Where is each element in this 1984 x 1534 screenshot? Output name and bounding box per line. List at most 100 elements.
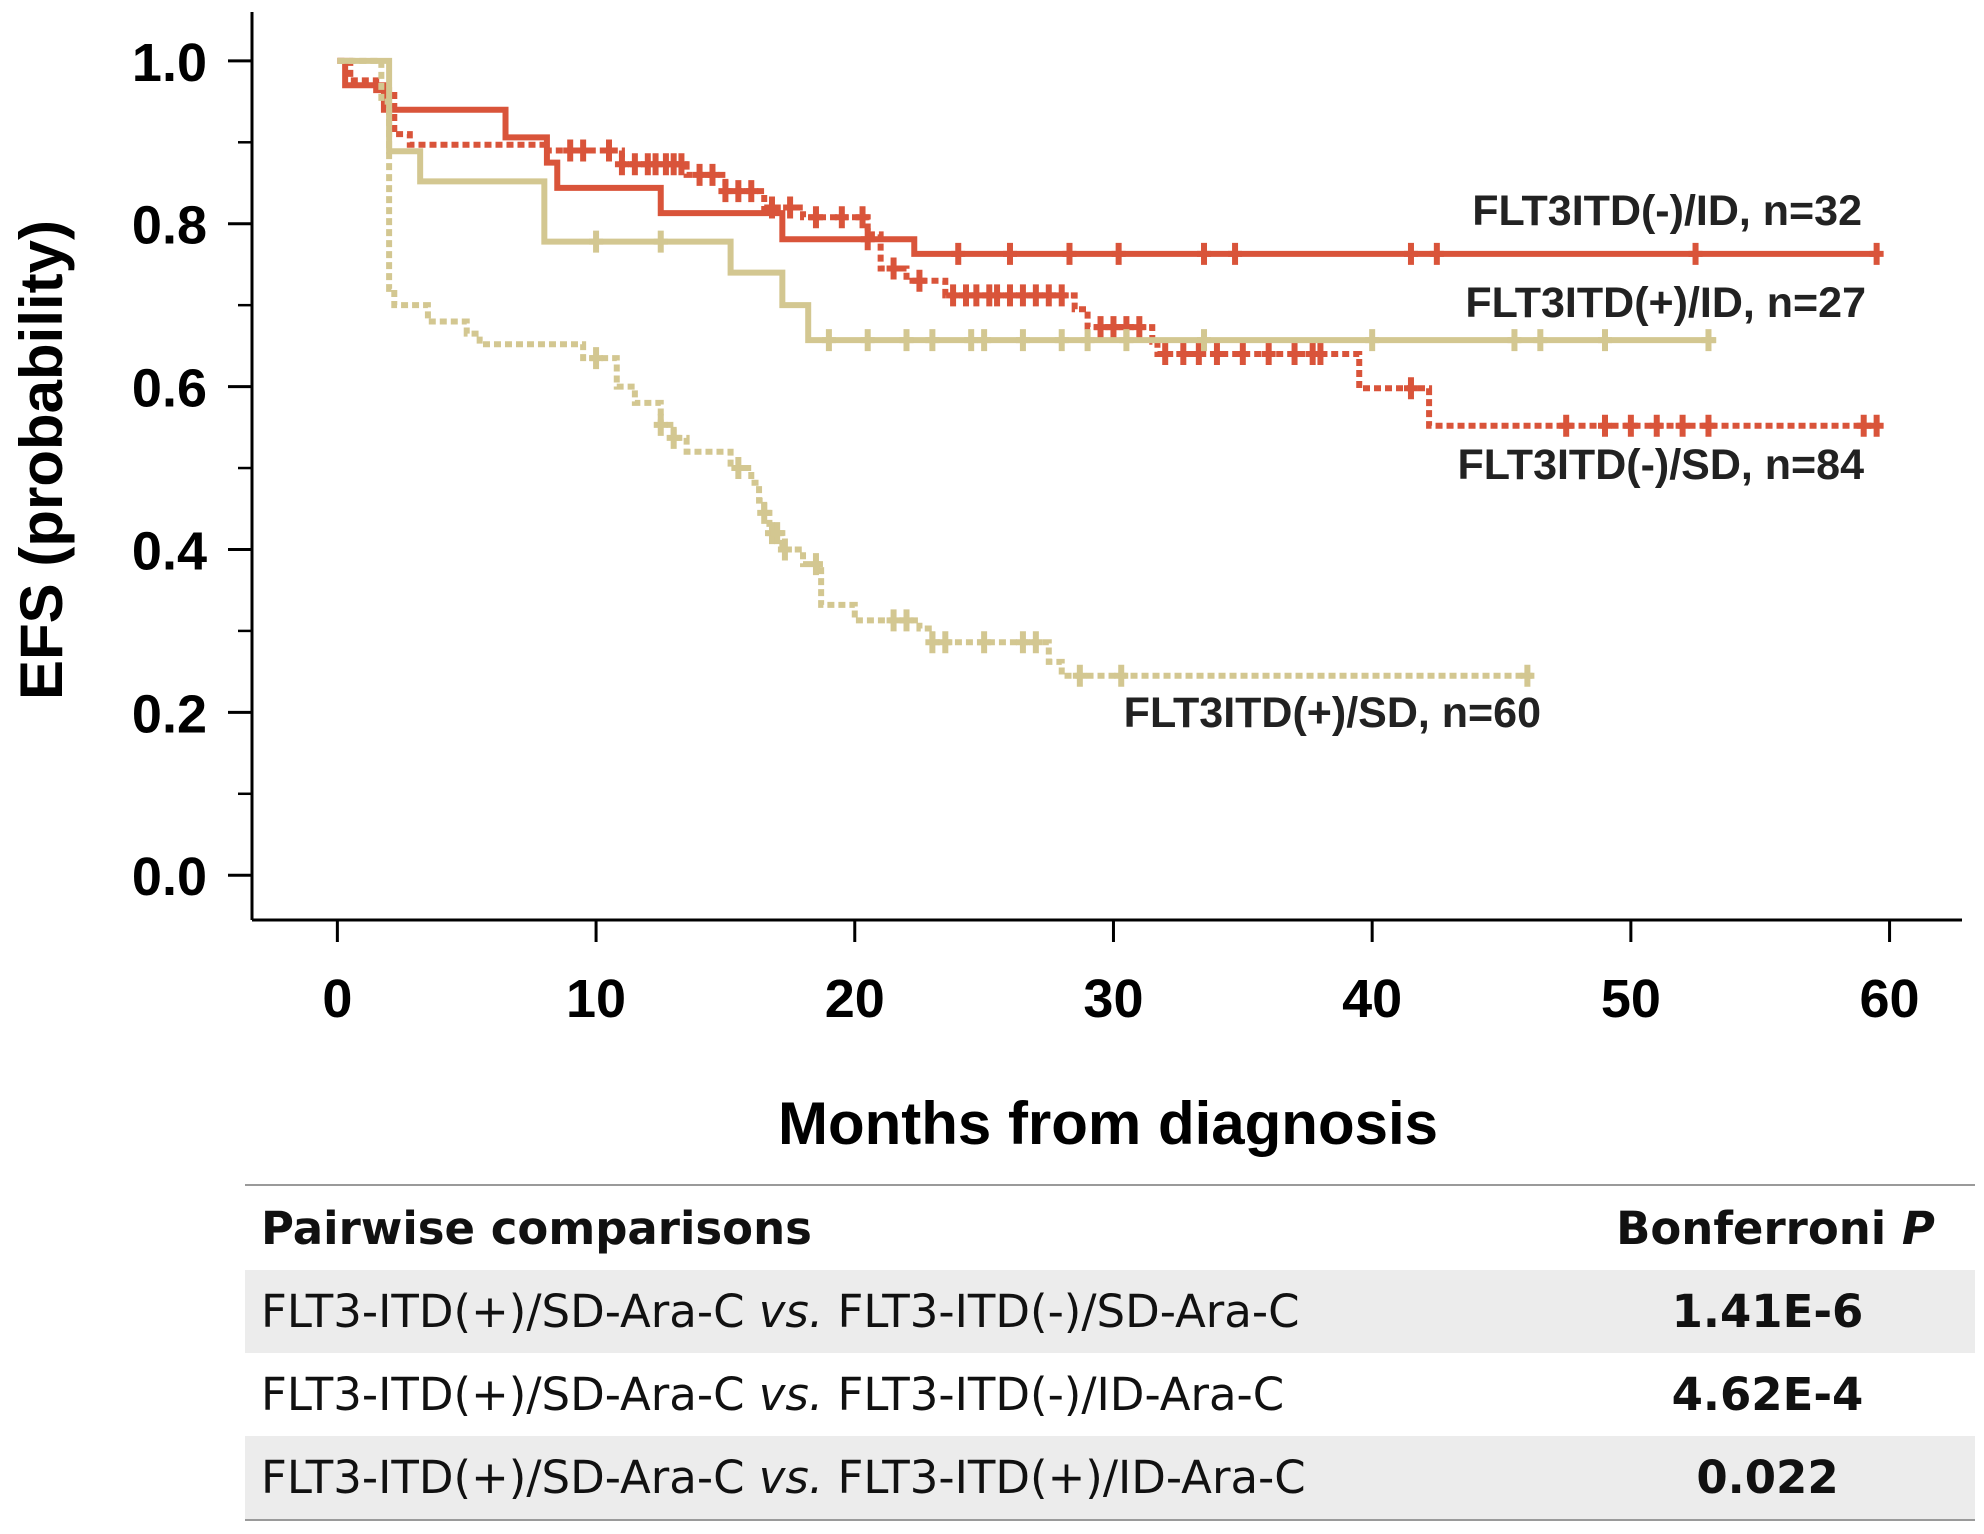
censor-mark <box>925 631 940 654</box>
x-tick-label: 10 <box>566 969 626 1029</box>
censor-mark <box>563 139 578 162</box>
comparison-vs: vs. <box>758 1285 824 1338</box>
label-flt3itd-neg-sd: FLT3ITD(-)/SD, n=84 <box>1457 441 1864 489</box>
censor-mark <box>1080 329 1095 352</box>
censor-mark <box>1598 329 1612 352</box>
censor-mark <box>1111 242 1126 265</box>
censor-mark <box>1191 343 1206 366</box>
censor-mark <box>860 228 875 251</box>
censor-mark <box>925 329 940 352</box>
comparison-vs: vs. <box>758 1451 824 1504</box>
x-tick-label: 30 <box>1083 969 1143 1029</box>
p-value-cell: 0.022 <box>1559 1436 1975 1521</box>
censor-mark <box>899 329 914 352</box>
series-line <box>337 57 1717 344</box>
censor-mark <box>1429 242 1444 265</box>
censor-mark <box>1688 242 1703 265</box>
comparison-vs: vs. <box>758 1368 824 1421</box>
censor-mark <box>1132 316 1147 339</box>
y-tick-label: 0.4 <box>132 521 207 581</box>
censor-mark <box>1365 329 1380 352</box>
pairwise-comparison-table: Pairwise comparisons Bonferroni P FLT3-I… <box>245 1184 1975 1521</box>
censor-mark <box>951 242 966 265</box>
censor-mark <box>1197 242 1212 265</box>
censor-mark <box>731 457 746 480</box>
label-flt3itd-neg-id: FLT3ITD(-)/ID, n=32 <box>1472 187 1862 235</box>
y-axis-title: EFS (probability) <box>8 220 75 700</box>
censor-mark <box>731 180 746 203</box>
censor-mark <box>1701 414 1716 437</box>
censor-mark <box>1675 414 1690 437</box>
censor-mark <box>1533 329 1548 352</box>
y-ticks: 0.0 0.2 0.4 0.6 0.8 1.0 <box>132 33 252 907</box>
censor-mark <box>1054 284 1069 307</box>
comparison-group-a: FLT3-ITD(+)/SD-Ara-C <box>261 1285 759 1338</box>
censor-mark <box>1028 631 1043 654</box>
series-layer <box>337 57 1884 687</box>
series-flt3itd-id-n-32 <box>337 57 1884 265</box>
censor-mark <box>1015 284 1030 307</box>
censor-mark <box>899 609 914 632</box>
censor-mark <box>744 180 759 203</box>
censor-mark <box>808 553 823 576</box>
comparison-cell: FLT3-ITD(+)/SD-Ara-C vs. FLT3-ITD(-)/SD-… <box>245 1270 1560 1353</box>
censor-mark <box>912 269 927 292</box>
censor-mark <box>1072 664 1087 687</box>
censor-mark <box>770 522 785 545</box>
x-tick-label: 50 <box>1601 969 1661 1029</box>
censor-mark <box>1287 343 1302 366</box>
censor-mark <box>1106 316 1121 339</box>
censor-mark <box>757 501 772 524</box>
censor-mark <box>764 196 779 219</box>
axes <box>250 12 1962 922</box>
label-flt3itd-pos-id: FLT3ITD(+)/ID, n=27 <box>1465 279 1866 327</box>
censor-mark <box>589 230 604 253</box>
censor-mark <box>964 329 979 352</box>
censor-mark <box>1598 414 1612 437</box>
censor-mark <box>576 139 591 162</box>
censor-mark <box>705 163 720 186</box>
censor-mark <box>1869 242 1884 265</box>
censor-mark <box>886 257 901 280</box>
header-bonferroni-p: Bonferroni P <box>1559 1184 1975 1270</box>
censor-mark <box>946 284 961 307</box>
censor-mark <box>1507 329 1522 352</box>
censor-mark <box>1261 343 1276 366</box>
censor-mark <box>718 180 733 203</box>
comparison-group-b: FLT3-ITD(-)/SD-Ara-C <box>823 1285 1300 1338</box>
censor-mark <box>1197 329 1212 352</box>
y-tick-label: 1.0 <box>132 33 207 93</box>
censor-mark <box>977 329 992 352</box>
censor-mark <box>666 426 681 449</box>
censor-mark <box>1015 631 1030 654</box>
censor-mark <box>1015 329 1030 352</box>
censor-mark <box>653 230 668 253</box>
censor-mark <box>783 196 798 219</box>
y-tick-label: 0.8 <box>132 196 207 256</box>
x-tick-label: 40 <box>1342 969 1402 1029</box>
comparison-group-b: FLT3-ITD(-)/ID-Ara-C <box>823 1368 1285 1421</box>
censor-mark <box>614 153 629 176</box>
censor-mark <box>674 153 689 176</box>
censor-mark <box>821 329 836 352</box>
series-flt3itd-id-n-27 <box>337 57 1717 352</box>
series-line <box>337 57 1877 257</box>
censor-mark <box>1403 242 1418 265</box>
x-ticks: 0 10 20 30 40 50 60 <box>322 920 1920 1029</box>
censor-mark <box>1209 343 1224 366</box>
censor-mark <box>1403 377 1418 400</box>
comparison-group-a: FLT3-ITD(+)/SD-Ara-C <box>261 1368 759 1421</box>
x-axis-title: Months from diagnosis <box>778 1090 1438 1157</box>
censor-mark <box>1228 242 1243 265</box>
censor-mark <box>777 538 792 561</box>
y-tick-label: 0.6 <box>132 359 207 419</box>
censor-mark <box>1520 664 1535 687</box>
censor-mark <box>969 284 984 307</box>
censor-mark <box>1176 343 1191 366</box>
censor-mark <box>1313 343 1328 366</box>
censor-mark <box>1649 414 1664 437</box>
censor-mark <box>692 163 707 186</box>
censor-mark <box>1062 242 1077 265</box>
censor-mark <box>977 631 992 654</box>
censor-mark <box>1054 329 1069 352</box>
